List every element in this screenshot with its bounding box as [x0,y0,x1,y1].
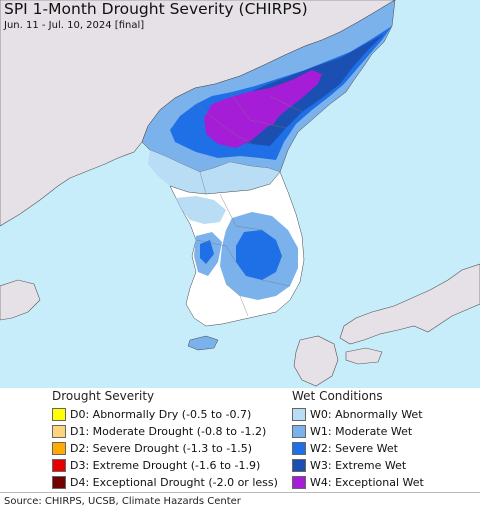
swatch-d4 [52,476,66,489]
footer: Source: CHIRPS, UCSB, Climate Hazards Ce… [0,492,480,510]
legend-label-d3: D3: Extreme Drought (-1.6 to -1.9) [70,459,261,472]
jeju-island [187,335,219,351]
legend-label-w4: W4: Exceptional Wet [310,476,424,489]
south-korea-west-severe [200,240,214,264]
map-subtitle: Jun. 11 - Jul. 10, 2024 [final] [4,20,145,31]
legend-item-d4: D4: Exceptional Drought (-2.0 or less) [52,474,292,491]
china-coast-south [0,279,41,321]
legend-item-w2: W2: Severe Wet [292,440,480,457]
seoul-region-zone [176,196,226,224]
wet-legend-heading: Wet Conditions [292,389,383,403]
legend-label-w1: W1: Moderate Wet [310,425,413,438]
legend-label-w2: W2: Severe Wet [310,442,398,455]
source-text: Source: CHIRPS, UCSB, Climate Hazards Ce… [4,496,241,507]
swatch-d3 [52,459,66,472]
legend-item-d3: D3: Extreme Drought (-1.6 to -1.9) [52,457,292,474]
drought-legend-heading: Drought Severity [52,389,155,403]
wet-conditions-legend: Wet Conditions W0: Abnormally Wet W1: Mo… [292,388,480,492]
border-region [148,150,280,194]
japan-honshu [339,263,480,345]
swatch-d1 [52,425,66,438]
drought-map [0,0,480,388]
swatch-w0 [292,408,306,421]
swatch-d0 [52,408,66,421]
legend-label-w3: W3: Extreme Wet [310,459,407,472]
south-korea-severe-zone [236,230,282,280]
legend-item-w4: W4: Exceptional Wet [292,474,480,491]
north-korea-exceptional-zone-2 [238,96,282,130]
legend-item-w0: W0: Abnormally Wet [292,406,480,423]
legend-item-d2: D2: Severe Drought (-1.3 to -1.5) [52,440,292,457]
swatch-w1 [292,425,306,438]
legend-label-d2: D2: Severe Drought (-1.3 to -1.5) [70,442,253,455]
legend-item-w1: W1: Moderate Wet [292,423,480,440]
legend-label-d1: D1: Moderate Drought (-0.8 to -1.2) [70,425,267,438]
japan-kyushu [293,335,339,387]
japan-shikoku [345,347,383,365]
swatch-w4 [292,476,306,489]
legend-item-w3: W3: Extreme Wet [292,457,480,474]
legend-label-w0: W0: Abnormally Wet [310,408,423,421]
legend-item-d1: D1: Moderate Drought (-0.8 to -1.2) [52,423,292,440]
province-boundaries [195,91,303,317]
legend-label-d4: D4: Exceptional Drought (-2.0 or less) [70,476,278,489]
drought-severity-legend: Drought Severity D0: Abnormally Dry (-0.… [52,388,292,492]
map-title: SPI 1-Month Drought Severity (CHIRPS) [4,0,308,18]
legend-label-d0: D0: Abnormally Dry (-0.5 to -0.7) [70,408,252,421]
swatch-w3 [292,459,306,472]
swatch-w2 [292,442,306,455]
swatch-d2 [52,442,66,455]
legend-item-d0: D0: Abnormally Dry (-0.5 to -0.7) [52,406,292,423]
